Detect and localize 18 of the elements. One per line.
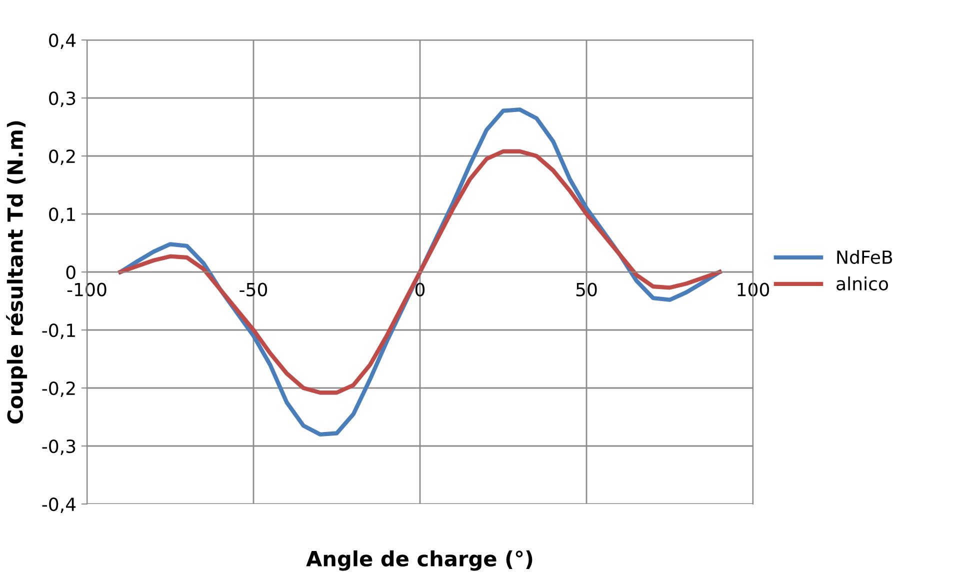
y-tick-label: 0 — [66, 265, 76, 280]
x-tick-label: 50 — [576, 282, 597, 296]
x-axis-title: Angle de charge (°) — [306, 550, 532, 571]
y-tick-label: -0,2 — [42, 381, 75, 397]
y-tick-label: 0,3 — [49, 91, 76, 107]
x-tick-label: -50 — [240, 282, 268, 296]
legend-label: NdFeB — [837, 250, 892, 264]
y-tick-label: 0,1 — [49, 207, 75, 223]
x-tick-label: 100 — [738, 282, 770, 296]
x-tick-label: 0 — [415, 282, 425, 296]
y-tick-label: 0,4 — [49, 33, 76, 49]
legend-label: alnico — [836, 276, 888, 290]
y-tick-label: -0,1 — [42, 323, 75, 339]
y-tick-label: -0,3 — [42, 439, 76, 455]
line-series — [118, 149, 722, 395]
y-tick-label: -0,4 — [42, 497, 76, 513]
y-axis-title: Couple résultant Td (N.m) — [6, 121, 28, 424]
y-tick-label: 0,2 — [49, 149, 75, 165]
